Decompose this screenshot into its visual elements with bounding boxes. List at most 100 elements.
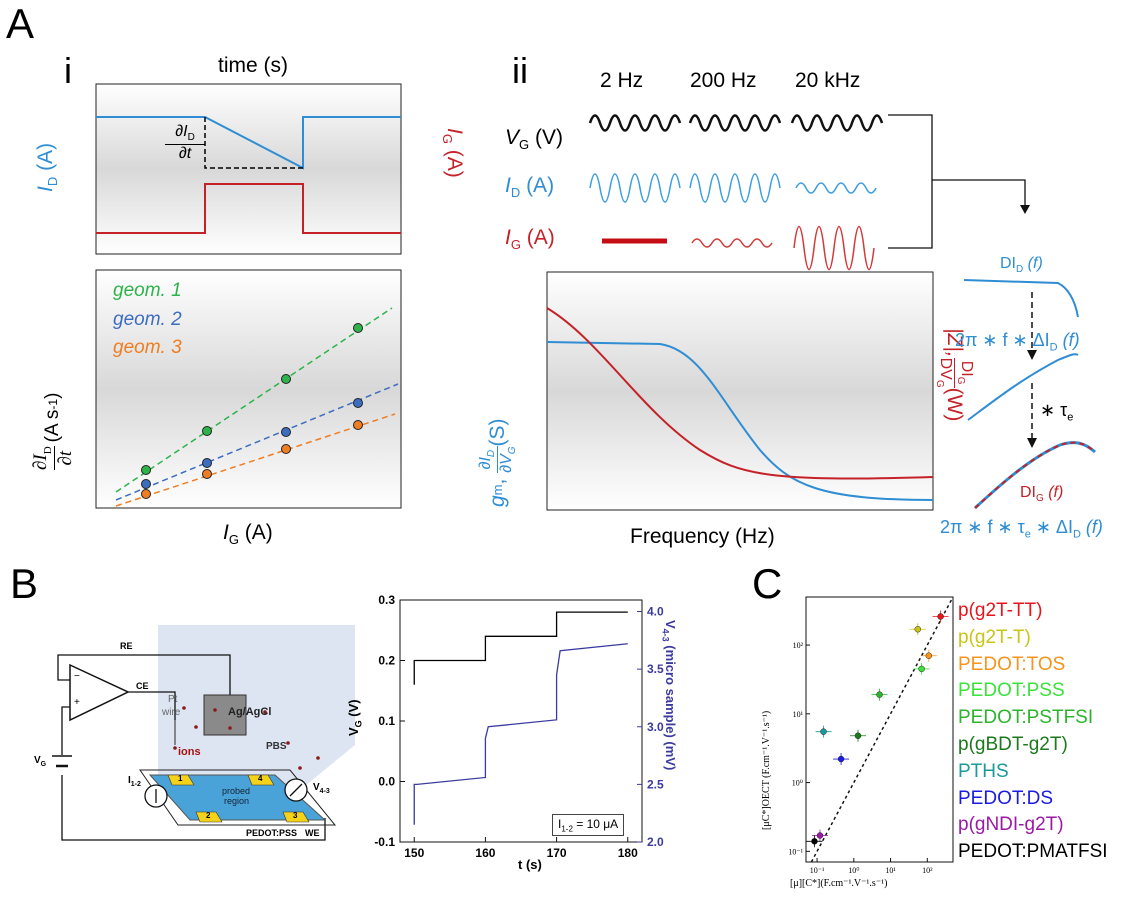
bracket-line xyxy=(888,114,1026,249)
wire-label: wire xyxy=(162,707,181,718)
tau-label: ∗ τe xyxy=(1040,400,1074,424)
slope-xlabel: IG (A) xyxy=(223,521,273,548)
geom3-fit xyxy=(115,413,396,507)
ig-trace xyxy=(96,183,401,234)
dIg-curve-red xyxy=(974,441,1096,509)
y2-tick-label: 2.5 xyxy=(647,777,664,791)
y2-tick-label: 3.5 xyxy=(647,662,664,676)
legend-item: p(g2T-T) xyxy=(958,626,1031,648)
slope-indicator xyxy=(204,117,303,169)
geom-2-label: geom. 2 xyxy=(113,309,182,330)
data-point xyxy=(820,728,827,735)
ions-label: ions xyxy=(178,746,201,758)
dId-label: DID (f) xyxy=(1000,255,1043,276)
panel-a-label: A xyxy=(6,0,35,47)
ig-waves xyxy=(602,225,875,271)
geom-1-label: geom. 1 xyxy=(113,280,182,301)
scatter-frame xyxy=(805,596,954,863)
row-id-label: ID (A) xyxy=(505,174,555,201)
plus-label: + xyxy=(74,697,80,708)
data-point xyxy=(854,732,862,739)
agagcl-electrode xyxy=(203,694,247,736)
probed-label: probed xyxy=(222,786,251,796)
data-point xyxy=(914,625,922,633)
step-legend: I1-2 = 10 μA xyxy=(552,814,625,837)
step-plot-frame xyxy=(399,599,643,843)
id-ig-plot-box xyxy=(95,83,402,255)
pedot-film xyxy=(148,774,327,821)
v43-label: V4-3 xyxy=(313,782,330,795)
x-tick-label: 10¹ xyxy=(885,866,896,875)
legend-item: p(gNDI-g2T) xyxy=(958,814,1064,836)
data-point xyxy=(811,838,818,845)
x-tick-label: 10⁰ xyxy=(848,866,859,875)
scatter-ylabel: [μC*]OECT (F.cm⁻¹.V⁻¹.s⁻¹) xyxy=(761,710,772,830)
gm-curve xyxy=(546,341,934,501)
agagcl-label: Ag/AgCl xyxy=(228,706,272,718)
bode-plot-box xyxy=(546,271,934,511)
step-xlabel: t (s) xyxy=(518,857,542,872)
data-point xyxy=(876,691,883,698)
freq-label-200hz: 200 Hz xyxy=(690,69,757,92)
legend-item: PEDOT:TOS xyxy=(958,653,1066,675)
legend-item: PEDOT:PSS xyxy=(958,680,1065,702)
z-curve xyxy=(546,307,934,480)
pbs-label: PBS xyxy=(266,741,287,752)
legend-item: p(gBDT-g2T) xyxy=(958,733,1068,755)
i12-label: I1-2 xyxy=(128,775,141,788)
y-tick-label: 0.1 xyxy=(378,714,395,728)
re-label: RE xyxy=(120,641,133,651)
x-tick-label: 150 xyxy=(404,846,424,860)
legend-item: PEDOT:PMATFSI xyxy=(958,841,1108,863)
legend-item: PEDOT:DS xyxy=(958,787,1054,809)
data-point xyxy=(816,832,824,839)
row-vg-label: VG (V) xyxy=(505,126,563,153)
vg-series-line xyxy=(413,611,628,685)
freq-xlabel: Frequency (Hz) xyxy=(630,525,775,548)
y2-tick-label: 4.0 xyxy=(647,605,664,619)
v43-series-line xyxy=(413,643,628,825)
legend-item: PTHS xyxy=(958,760,1009,782)
data-point xyxy=(837,755,845,763)
op-amp xyxy=(69,663,130,722)
x-tick-label: 170 xyxy=(547,846,567,860)
geom3-points xyxy=(141,420,363,499)
pad-1-label: 1 xyxy=(178,774,183,783)
geom1-points xyxy=(141,323,363,475)
deriv-fraction: ∂ID ∂t xyxy=(165,123,205,163)
pad-2-label: 2 xyxy=(206,811,211,820)
data-point xyxy=(937,613,944,620)
vg-waves xyxy=(588,114,884,132)
freq-label-20khz: 20 kHz xyxy=(795,69,861,92)
ce-label: CE xyxy=(136,681,149,691)
y-tick-label: 0.3 xyxy=(378,593,395,607)
panel-a-ii-label: ii xyxy=(512,50,528,91)
y2-tick-label: 3.0 xyxy=(647,720,664,734)
y-tick-label: 0.2 xyxy=(378,654,395,668)
x-tick-label: 160 xyxy=(475,846,495,860)
pt-label: Pt xyxy=(168,694,178,705)
y-tick-label: 10¹ xyxy=(793,710,804,719)
pbs-solution xyxy=(158,625,355,790)
y-tick-label: 0.0 xyxy=(378,775,395,789)
geom2-fit xyxy=(115,383,399,501)
panel-a-i-label: i xyxy=(64,50,72,91)
y-tick-label: 10⁰ xyxy=(792,779,803,788)
region-label: region xyxy=(224,796,250,806)
legend-item: p(g2T-TT) xyxy=(958,600,1043,621)
dIg-label: DIG (f) xyxy=(1020,484,1064,505)
pad-4-label: 4 xyxy=(258,774,263,783)
scatter-xlabel: [μ][C*](F.cm⁻¹.V⁻¹.s⁻¹) xyxy=(790,878,888,889)
dId-curve xyxy=(963,279,1079,318)
y-tick-label: 10² xyxy=(793,641,804,650)
pad-3-label: 3 xyxy=(293,811,298,820)
data-point xyxy=(925,652,933,659)
minus-label: − xyxy=(74,671,80,682)
eq1-curve xyxy=(967,353,1079,421)
data-point xyxy=(918,665,925,673)
eq1-label: 2π ∗ f ∗ ΔID (f) xyxy=(955,330,1080,354)
panel-c-label: C xyxy=(752,560,783,607)
